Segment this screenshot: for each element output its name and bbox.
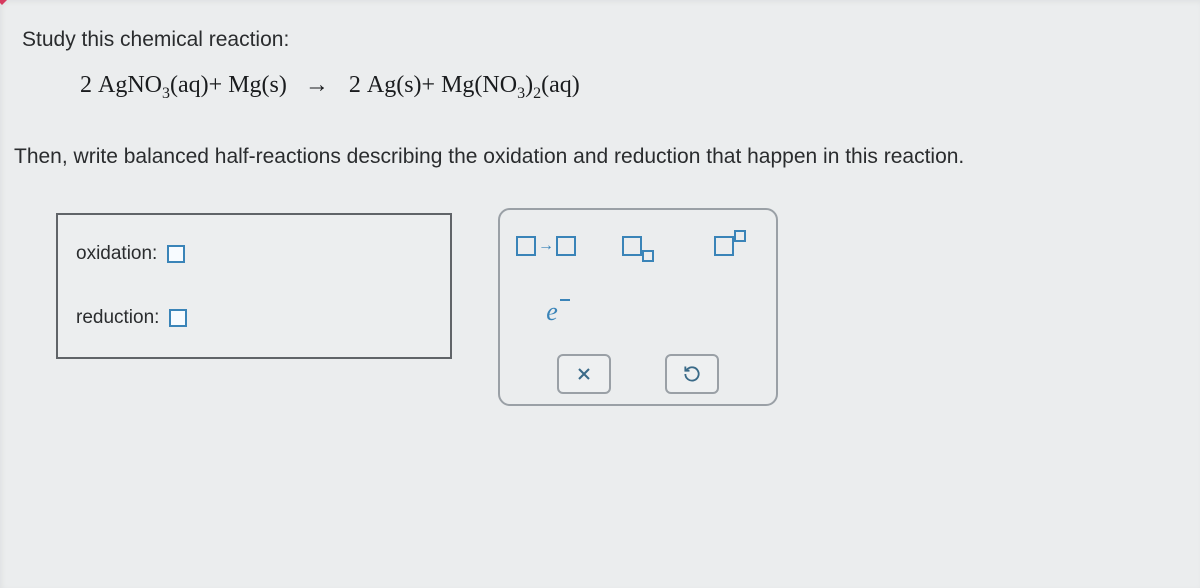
eq-state-s1: (s) — [262, 72, 287, 98]
reduction-input[interactable] — [169, 309, 187, 327]
clear-button[interactable] — [557, 354, 611, 394]
eq-sub-2: 2 — [533, 85, 541, 102]
eq-species-agno3: AgNO — [98, 72, 162, 98]
reset-button[interactable] — [665, 354, 719, 394]
eq-state-s2: (s) — [396, 72, 421, 98]
electron-symbol: e — [546, 297, 558, 327]
tool-superscript[interactable] — [700, 224, 760, 268]
eq-state-aq2: (aq) — [541, 72, 580, 98]
eq-coeff-2: 2 — [349, 72, 361, 98]
eq-state-aq1: (aq) — [170, 72, 209, 98]
eq-species-ag: Ag — [367, 72, 396, 98]
prompt-line-1: Study this chemical reaction: — [22, 28, 289, 52]
collapse-chevron-icon[interactable] — [0, 0, 14, 14]
eq-species-mg2: Mg — [441, 72, 474, 98]
oxidation-label: oxidation: — [76, 243, 157, 265]
eq-sub-3b: 3 — [517, 85, 525, 102]
oxidation-input[interactable] — [167, 245, 185, 263]
eq-species-mg: Mg — [228, 72, 261, 98]
eq-species-no3: NO — [482, 72, 517, 98]
tool-yields-arrow[interactable]: → — [516, 224, 576, 268]
eq-arrow: → — [305, 72, 331, 98]
answer-box: oxidation: reduction: — [56, 213, 452, 359]
chemical-equation: 2 AgNO3(aq)+ Mg(s) → 2 Ag(s)+ Mg(NO3)2(a… — [80, 72, 580, 103]
eq-plus-2: + — [422, 72, 436, 98]
eq-plus-1: + — [209, 72, 223, 98]
eq-coeff-1: 2 — [80, 72, 92, 98]
prompt-line-2: Then, write balanced half-reactions desc… — [14, 145, 964, 169]
formula-toolbox: → e — [498, 208, 778, 406]
reduction-label: reduction: — [76, 307, 159, 329]
eq-paren-close: ) — [525, 72, 533, 98]
tool-electron[interactable]: e — [522, 290, 582, 334]
eq-sub-3a: 3 — [162, 85, 170, 102]
tool-subscript[interactable] — [608, 224, 668, 268]
